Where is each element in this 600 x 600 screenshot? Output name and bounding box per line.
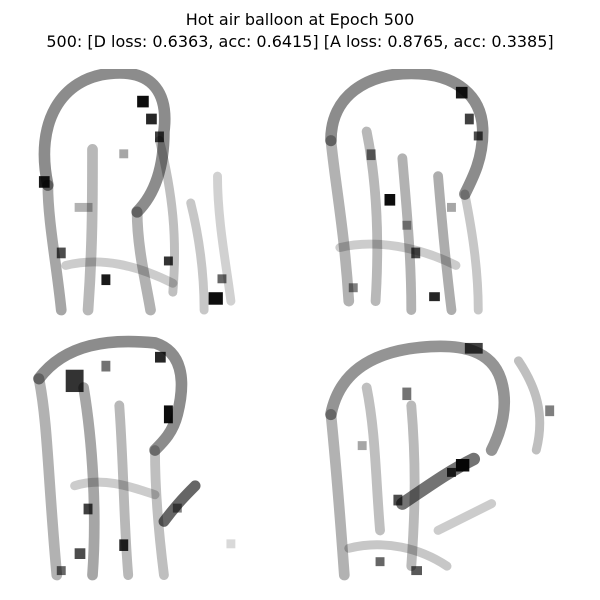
generated-sample-2 — [322, 69, 572, 319]
generated-sample-4 — [322, 334, 572, 584]
generated-sample-1 — [30, 69, 280, 319]
sample-image-4 — [325, 340, 555, 581]
figure-title: Hot air balloon at Epoch 500 — [185, 10, 415, 29]
generated-sample-3 — [30, 334, 280, 584]
figure-subtitle: 500: [D loss: 0.6363, acc: 0.6415] [A lo… — [46, 32, 554, 51]
sample-image-3 — [33, 335, 236, 581]
sample-image-1 — [38, 69, 236, 316]
sample-image-2 — [325, 69, 489, 315]
